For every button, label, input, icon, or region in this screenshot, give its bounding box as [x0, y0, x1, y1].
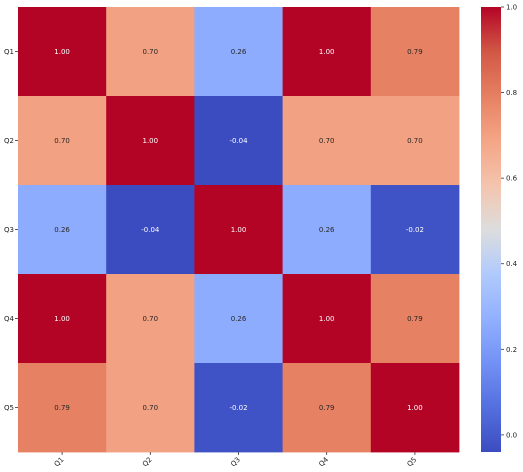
heatmap-cell-r3-c1	[18, 185, 107, 275]
heatmap-cell-r2-c3	[194, 96, 283, 186]
cell-value-label-r3-c4: 0.26	[319, 226, 335, 234]
y-tick-label-q5: Q5	[4, 404, 14, 412]
cell-value-label-r4-c3: 0.26	[231, 315, 247, 323]
cell-value-label-r1-c3: 0.26	[231, 48, 247, 56]
heatmap-cell-r5-c4	[282, 363, 372, 453]
cell-value-label-r2-c1: 0.70	[54, 137, 70, 145]
colorbar-tick-label: 0.6	[506, 175, 518, 183]
cell-value-label-r1-c2: 0.70	[143, 48, 159, 56]
heatmap-cell-r4-c2	[106, 274, 195, 364]
heatmap-cell-r4-c5	[370, 274, 460, 364]
heatmap-cell-r1-c1	[18, 7, 107, 97]
heatmap-cell-r1-c2	[106, 7, 195, 97]
y-tick-label-q1: Q1	[4, 48, 14, 56]
colorbar-tick-label: 0.8	[506, 89, 517, 97]
x-tick-label-q3: Q3	[229, 456, 242, 469]
cell-value-label-r1-c5: 0.79	[407, 48, 423, 56]
cell-value-label-r2-c5: 0.70	[407, 137, 423, 145]
heatmap-cell-r5-c3	[194, 363, 283, 453]
heatmap-cell-r2-c2	[106, 96, 195, 186]
cell-value-label-r4-c2: 0.70	[143, 315, 159, 323]
cell-value-label-r1-c4: 1.00	[319, 48, 335, 56]
colorbar-tick-label: 1.0	[506, 4, 517, 12]
colorbar-tick-label: 0.2	[506, 346, 517, 354]
heatmap-cell-r5-c1	[18, 363, 107, 453]
heatmap-cell-r1-c5	[370, 7, 460, 97]
heatmap-cell-r5-c5	[370, 363, 460, 453]
heatmap-cell-r2-c4	[282, 96, 372, 186]
colorbar-gradient	[481, 7, 501, 452]
heatmap-cell-r3-c4	[282, 185, 372, 275]
cell-value-label-r3-c5: -0.02	[406, 226, 424, 234]
cell-value-label-r5-c4: 0.79	[319, 404, 335, 412]
heatmap-cell-r2-c5	[370, 96, 460, 186]
colorbar: 0.0 0.2 0.4 0.6 0.8 1.0	[481, 4, 518, 452]
heatmap-cell-r5-c2	[106, 363, 195, 453]
heatmap-cell-r4-c4	[282, 274, 372, 364]
heatmap-cells: 1.00 0.70 0.26 1.00 0.79 0.70 1.00 -0.04 0.70 0.7…	[18, 7, 460, 453]
x-tick-label-q5: Q5	[406, 456, 419, 469]
colorbar-tick-label: 0.0	[506, 431, 517, 439]
colorbar-tick-label: 0.4	[506, 260, 518, 268]
cell-value-label-r5-c3: -0.02	[229, 404, 247, 412]
y-axis: Q1 Q2 Q3 Q4 Q5	[4, 48, 18, 412]
cell-value-label-r1-c1: 1.00	[54, 48, 70, 56]
cell-value-label-r3-c1: 0.26	[54, 226, 70, 234]
y-tick-label-q3: Q3	[4, 226, 14, 234]
cell-value-label-r3-c2: -0.04	[141, 226, 160, 234]
cell-value-label-r4-c1: 1.00	[54, 315, 70, 323]
x-tick-label-q1: Q1	[53, 456, 66, 469]
cell-value-label-r3-c3: 1.00	[231, 226, 247, 234]
cell-value-label-r2-c4: 0.70	[319, 137, 335, 145]
cell-value-label-r2-c3: -0.04	[229, 137, 248, 145]
heatmap-cell-r3-c5	[370, 185, 460, 275]
y-tick-label-q2: Q2	[4, 137, 14, 145]
x-tick-label-q2: Q2	[141, 456, 154, 469]
cell-value-label-r5-c2: 0.70	[143, 404, 159, 412]
heatmap-cell-r4-c3	[194, 274, 283, 364]
heatmap-cell-r3-c3	[194, 185, 283, 275]
cell-value-label-r4-c5: 0.79	[407, 315, 423, 323]
y-tick-label-q4: Q4	[4, 315, 15, 323]
heatmap-cell-r3-c2	[106, 185, 195, 275]
x-tick-label-q4: Q4	[317, 455, 330, 468]
heatmap-cell-r1-c4	[282, 7, 372, 97]
x-axis: Q1 Q2 Q3 Q4 Q5	[53, 452, 419, 469]
heatmap-cell-r2-c1	[18, 96, 107, 186]
cell-value-label-r5-c5: 1.00	[407, 404, 423, 412]
cell-value-label-r5-c1: 0.79	[54, 404, 70, 412]
heatmap-cell-r4-c1	[18, 274, 107, 364]
cell-value-label-r4-c4: 1.00	[319, 315, 335, 323]
heatmap-cell-r1-c3	[194, 7, 283, 97]
cell-value-label-r2-c2: 1.00	[143, 137, 159, 145]
